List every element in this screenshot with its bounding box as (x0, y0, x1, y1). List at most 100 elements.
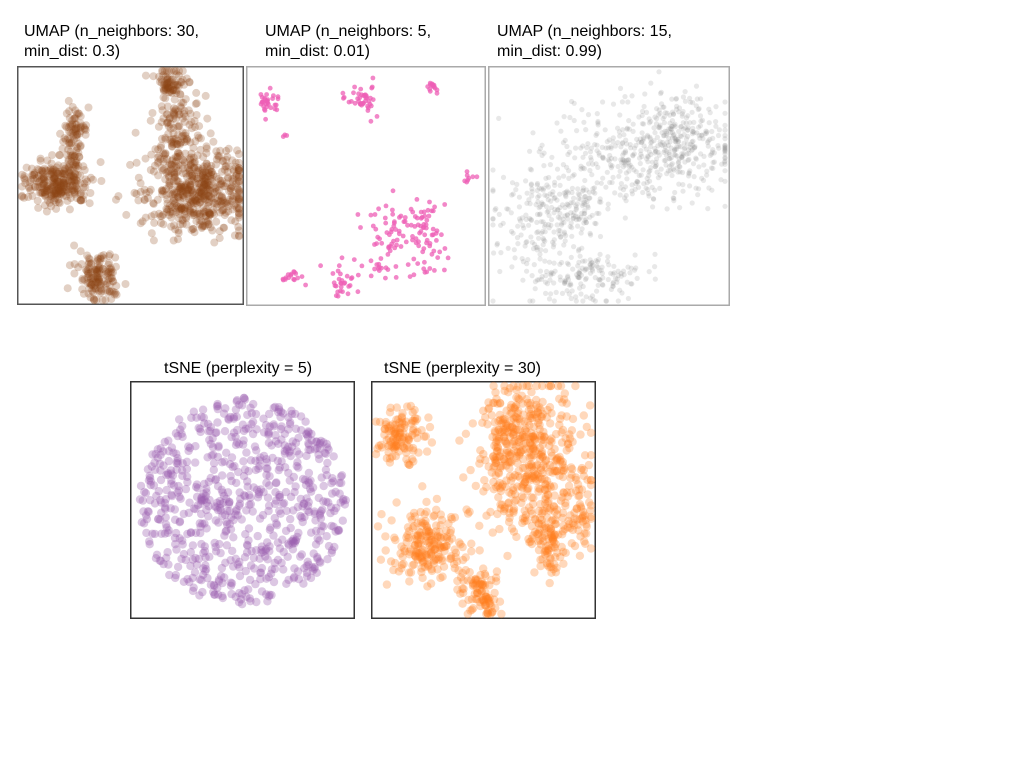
scatter-point (83, 268, 92, 276)
scatter-point (194, 423, 203, 433)
scatter-point (55, 186, 64, 195)
scatter-point (74, 263, 83, 272)
scatter-point (64, 164, 73, 173)
scatter-point (203, 179, 212, 187)
scatter-point (245, 575, 255, 585)
scatter-point (713, 123, 719, 129)
scatter-point (195, 216, 204, 225)
scatter-point (562, 277, 568, 283)
scatter-point (315, 536, 324, 545)
scatter-point (555, 394, 564, 403)
scatter-point (180, 192, 189, 201)
scatter-point (192, 166, 201, 175)
scatter-point (303, 282, 308, 288)
umap-2-title-line1: UMAP (n_neighbors: 5, (265, 23, 432, 40)
scatter-point (363, 98, 368, 104)
scatter-point (161, 495, 170, 504)
scatter-point (674, 144, 680, 150)
scatter-point (87, 280, 96, 289)
scatter-point (174, 214, 183, 223)
scatter-point (559, 395, 569, 404)
scatter-point (200, 174, 209, 183)
scatter-point (85, 255, 94, 264)
scatter-point (676, 156, 682, 162)
scatter-point (607, 179, 613, 186)
scatter-point (561, 280, 568, 286)
scatter-point (297, 426, 306, 435)
scatter-point (551, 539, 560, 549)
scatter-point (445, 536, 454, 546)
scatter-point (160, 437, 169, 447)
scatter-point (34, 178, 43, 187)
scatter-point (214, 443, 223, 452)
scatter-point (319, 481, 328, 491)
scatter-point (163, 528, 173, 537)
scatter-point (518, 433, 527, 442)
scatter-point (495, 398, 505, 408)
scatter-point (204, 502, 213, 511)
scatter-point (550, 530, 559, 540)
scatter-point (390, 445, 399, 454)
scatter-point (194, 166, 202, 175)
scatter-point (517, 498, 526, 508)
scatter-point (177, 204, 186, 213)
scatter-point (561, 220, 567, 226)
scatter-point (267, 441, 276, 450)
scatter-point (235, 195, 243, 204)
scatter-point (622, 148, 629, 154)
scatter-point (189, 205, 198, 214)
scatter-point (576, 270, 582, 276)
scatter-point (196, 220, 204, 229)
scatter-point (525, 474, 534, 483)
scatter-point (194, 194, 203, 203)
scatter-point (519, 479, 529, 489)
scatter-point (193, 174, 202, 183)
scatter-point (235, 501, 244, 510)
scatter-point (193, 151, 202, 160)
scatter-point (70, 186, 79, 195)
scatter-point (209, 189, 218, 198)
scatter-point (62, 109, 71, 118)
scatter-point (629, 182, 635, 188)
scatter-point (545, 197, 551, 203)
scatter-point (494, 425, 504, 434)
scatter-point (541, 495, 550, 504)
scatter-point (65, 107, 74, 116)
scatter-point (62, 150, 71, 159)
scatter-point (43, 172, 52, 181)
scatter-point (580, 187, 586, 193)
scatter-point (546, 225, 552, 231)
scatter-point (186, 188, 195, 197)
scatter-point (202, 190, 211, 199)
scatter-point (202, 484, 211, 493)
scatter-point (548, 271, 554, 277)
scatter-point (229, 174, 238, 183)
scatter-point (634, 136, 640, 142)
scatter-point (593, 258, 599, 264)
scatter-point (556, 381, 566, 391)
scatter-point (538, 381, 547, 391)
scatter-point (495, 452, 505, 461)
scatter-point (646, 120, 652, 126)
scatter-point (477, 595, 487, 605)
scatter-point (653, 162, 659, 168)
scatter-point (204, 169, 213, 178)
scatter-point (78, 276, 87, 285)
scatter-point (311, 540, 321, 549)
scatter-point (263, 493, 273, 502)
scatter-point (51, 179, 60, 188)
scatter-point (285, 420, 295, 429)
scatter-point (426, 549, 436, 558)
scatter-point (376, 261, 382, 267)
scatter-point (245, 594, 254, 603)
scatter-point (546, 419, 555, 428)
scatter-point (499, 425, 508, 435)
scatter-point (498, 461, 507, 470)
scatter-point (217, 200, 226, 209)
scatter-point (524, 406, 534, 415)
scatter-point (699, 132, 705, 138)
scatter-point (52, 189, 61, 198)
scatter-point (242, 592, 251, 601)
scatter-point (596, 210, 602, 217)
scatter-point (177, 78, 186, 87)
